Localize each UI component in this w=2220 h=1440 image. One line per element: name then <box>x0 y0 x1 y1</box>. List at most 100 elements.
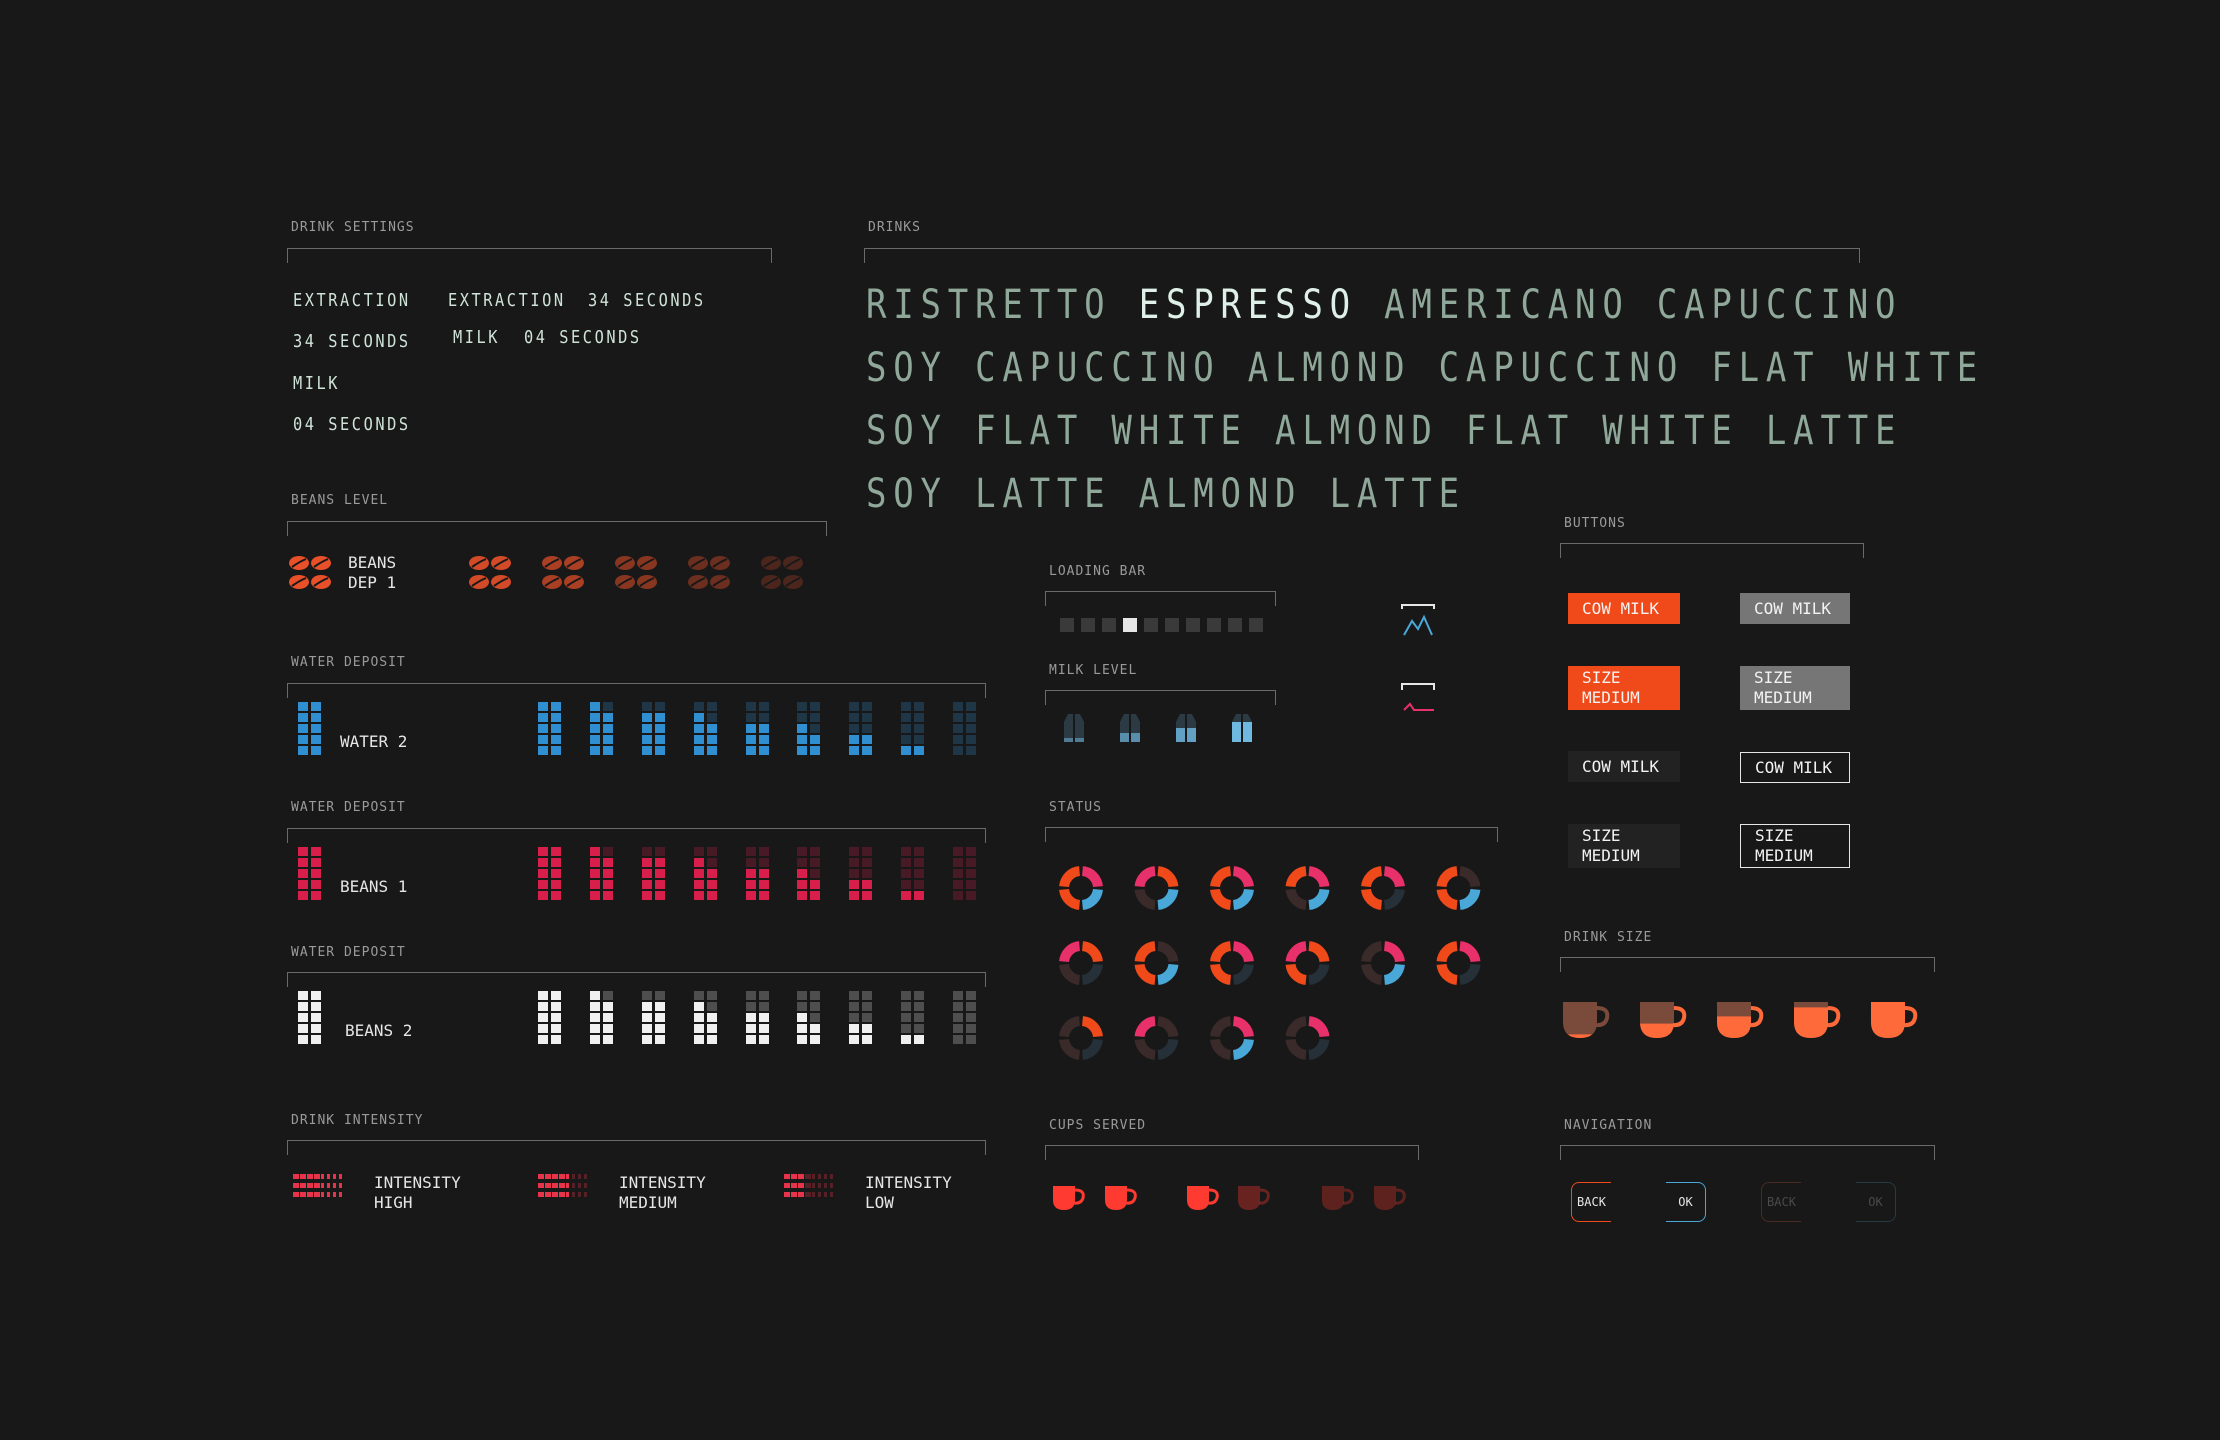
drink-size-cup-icon[interactable] <box>1717 1002 1764 1038</box>
drink-size-cup-icon[interactable] <box>1563 1002 1610 1038</box>
loading-bar <box>1060 617 1280 632</box>
drink-americano[interactable]: AMERICANO <box>1384 282 1630 328</box>
ok-button-disabled: OK <box>1856 1182 1896 1222</box>
bean-icon <box>542 556 584 589</box>
beans-level-svg <box>289 556 803 589</box>
status-ring-icon <box>1210 866 1254 910</box>
level-gauge-icon <box>642 702 665 755</box>
cups-served-label: CUPS SERVED <box>1049 1118 1147 1133</box>
level-gauge-icon <box>953 702 976 755</box>
cow-milk-button-hover[interactable]: COW MILK <box>1740 593 1850 624</box>
back-button-disabled: BACK <box>1761 1182 1801 1222</box>
intensity-bars-icon <box>784 1174 833 1197</box>
intensity-bars-icon <box>538 1174 587 1197</box>
cow-milk-button-outline[interactable]: COW MILK <box>1740 752 1850 783</box>
size-medium-button-default[interactable]: SIZE MEDIUM <box>1568 824 1680 868</box>
beans-2-label: BEANS 2 <box>345 1021 413 1040</box>
status-ring-icon <box>1059 1016 1103 1060</box>
drink-ristretto[interactable]: RISTRETTO <box>866 282 1112 328</box>
loading-segment <box>1060 618 1074 632</box>
drink-size-row <box>1560 996 1940 1046</box>
drink-size-cup-icon[interactable] <box>1794 1002 1841 1038</box>
navigation-label: NAVIGATION <box>1564 1118 1653 1133</box>
drinks-line-4[interactable]: SOY LATTE ALMOND LATTE <box>866 471 1466 517</box>
setting-extraction-inline: EXTRACTION <box>448 290 566 311</box>
cow-milk-button-default[interactable]: COW MILK <box>1568 751 1680 782</box>
status-ring-icon <box>1436 866 1481 910</box>
milk-carton-icon <box>1232 714 1252 742</box>
setting-extraction-value: 34 SECONDS <box>293 331 411 352</box>
beans-dep-label: BEANS DEP 1 <box>348 553 396 593</box>
water-deposit-bracket-3 <box>287 972 986 987</box>
level-gauge-icon <box>953 847 976 900</box>
water-deposit-row-1 <box>290 700 990 760</box>
drink-size-cup-icon[interactable] <box>1871 1002 1918 1038</box>
level-gauge-icon <box>298 991 321 1044</box>
cup-icon <box>1238 1186 1270 1210</box>
level-gauge-icon <box>797 847 820 900</box>
milk-level-row <box>1060 710 1280 750</box>
level-gauge-icon <box>538 991 561 1044</box>
loading-bar-bracket <box>1045 591 1276 606</box>
status-ring-icon <box>1285 1016 1330 1060</box>
intensity-svg <box>293 1174 833 1197</box>
drinks-line-2[interactable]: SOY CAPUCCINO ALMOND CAPUCCINO FLAT WHIT… <box>866 345 1985 391</box>
loading-segment <box>1207 618 1221 632</box>
setting-milk-value: 04 SECONDS <box>293 414 411 435</box>
intensity-high-label[interactable]: INTENSITY HIGH <box>374 1173 461 1213</box>
cup-icon <box>1322 1186 1354 1210</box>
back-button[interactable]: BACK <box>1571 1182 1611 1222</box>
drink-size-svg <box>1563 1002 1918 1038</box>
status-ring-icon <box>1210 1016 1254 1060</box>
level-gauge-icon <box>849 702 872 755</box>
level-gauge-icon <box>694 991 717 1044</box>
size-medium-outline-line1: SIZE <box>1755 826 1794 845</box>
water-deposit-label-1: WATER DEPOSIT <box>291 655 406 670</box>
water-deposit-svg <box>298 847 976 900</box>
ok-button[interactable]: OK <box>1666 1182 1706 1222</box>
size-medium-active-line2: MEDIUM <box>1582 688 1640 707</box>
intensity-high-line2: HIGH <box>374 1193 413 1212</box>
status-ring-icon <box>1059 941 1103 985</box>
setting-milk-inline: MILK <box>453 327 501 348</box>
level-gauge-icon <box>746 991 769 1044</box>
intensity-low-line1: INTENSITY <box>865 1173 952 1192</box>
loading-segment <box>1228 618 1242 632</box>
water-deposit-bracket-1 <box>287 683 986 698</box>
milk-level-bracket <box>1045 690 1276 705</box>
size-medium-button-hover[interactable]: SIZE MEDIUM <box>1740 666 1850 710</box>
intensity-bars-icon <box>293 1174 342 1197</box>
loading-segment <box>1102 618 1116 632</box>
cup-icon <box>1374 1186 1406 1210</box>
status-label: STATUS <box>1049 800 1102 815</box>
drink-capuccino[interactable]: CAPUCCINO <box>1656 282 1903 328</box>
level-gauge-icon <box>797 991 820 1044</box>
bean-icon <box>289 556 331 589</box>
drinks-line-3[interactable]: SOY FLAT WHITE ALMOND FLAT WHITE LATTE <box>866 408 1903 454</box>
drink-intensity-label: DRINK INTENSITY <box>291 1113 424 1128</box>
drink-size-cup-icon[interactable] <box>1640 1002 1687 1038</box>
level-gauge-icon <box>298 847 321 900</box>
drink-espresso-selected[interactable]: ESPRESSO <box>1138 282 1357 328</box>
bean-icon <box>688 556 730 589</box>
intensity-low-line2: LOW <box>865 1193 894 1212</box>
drinks-bracket <box>864 248 1860 263</box>
water-deposit-bracket-2 <box>287 828 986 843</box>
drinks-line-1: RISTRETTO ESPRESSO AMERICANO CAPUCCINO <box>866 282 1902 328</box>
buttons-label: BUTTONS <box>1564 516 1626 531</box>
drink-size-bracket <box>1560 957 1935 972</box>
cup-icon <box>1187 1186 1219 1210</box>
level-gauge-icon <box>590 991 613 1044</box>
size-medium-button-active[interactable]: SIZE MEDIUM <box>1568 666 1680 710</box>
status-ring-icon <box>1436 941 1481 985</box>
intensity-medium-label[interactable]: INTENSITY MEDIUM <box>619 1173 706 1213</box>
beans-label-line1: BEANS <box>348 553 397 572</box>
loading-segment <box>1123 618 1137 632</box>
beans-label-line2: DEP 1 <box>348 573 397 592</box>
setting-milk-inline-value: 04 SECONDS <box>524 327 642 348</box>
size-medium-button-outline[interactable]: SIZE MEDIUM <box>1740 824 1850 868</box>
intensity-low-label[interactable]: INTENSITY LOW <box>865 1173 952 1213</box>
status-ring-icon <box>1134 1016 1179 1060</box>
cow-milk-button-active[interactable]: COW MILK <box>1568 593 1680 624</box>
milk-carton-icon <box>1120 714 1140 742</box>
